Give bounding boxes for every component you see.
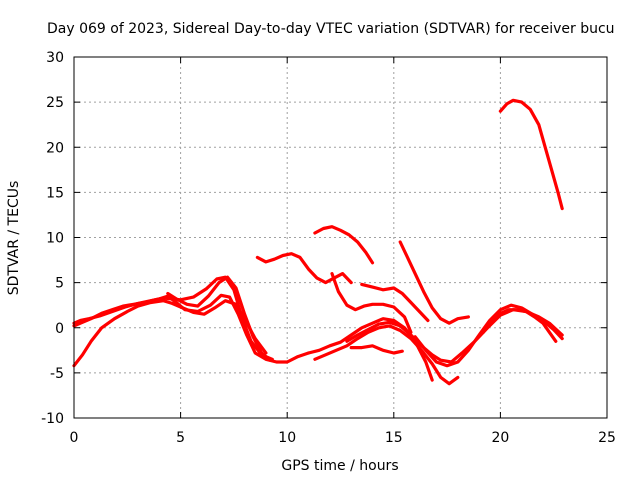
x-axis-label: GPS time / hours <box>281 458 398 474</box>
series-line-sat-5 <box>255 252 353 285</box>
y-tick-label: 0 <box>55 321 64 337</box>
series-line-sat-13 <box>349 344 404 355</box>
x-tick-label: 25 <box>598 430 616 446</box>
y-tick-label: 10 <box>46 231 64 247</box>
chart-title: Day 069 of 2023, Sidereal Day-to-day VTE… <box>47 21 615 37</box>
y-tick-label: 20 <box>46 140 64 156</box>
x-tick-label: 15 <box>385 430 403 446</box>
y-tick-label: 30 <box>46 50 64 66</box>
series-line-sat-6 <box>313 225 375 265</box>
series-group <box>72 98 564 386</box>
grid <box>74 57 607 418</box>
x-tick-label: 0 <box>70 430 79 446</box>
x-tick-label: 5 <box>176 430 185 446</box>
y-axis-label: SDTVAR / TECUs <box>6 181 22 296</box>
y-tick-label: -5 <box>50 366 64 382</box>
series-line-sat-9 <box>398 240 470 325</box>
y-tick-label: 15 <box>46 185 64 201</box>
series-line-sat-11 <box>313 324 460 386</box>
series-line-sat-15 <box>481 308 558 343</box>
axis-ticks: 0 5 10 15 20 25 -10 -5 0 5 10 15 20 25 30 <box>41 50 616 446</box>
series-line-sat-12 <box>345 308 564 364</box>
series-line-sat-16 <box>498 98 564 211</box>
y-tick-label: 5 <box>55 276 64 292</box>
series-line-sat-7 <box>330 272 413 334</box>
x-tick-label: 10 <box>278 430 296 446</box>
x-tick-label: 20 <box>491 430 509 446</box>
series-line-sat-3 <box>72 299 268 368</box>
y-tick-label: -10 <box>41 411 64 427</box>
series-line-sat-4 <box>166 275 272 362</box>
series-line-sat-14 <box>413 303 564 368</box>
y-tick-label: 25 <box>46 95 64 111</box>
series-line-sat-8 <box>360 282 430 323</box>
